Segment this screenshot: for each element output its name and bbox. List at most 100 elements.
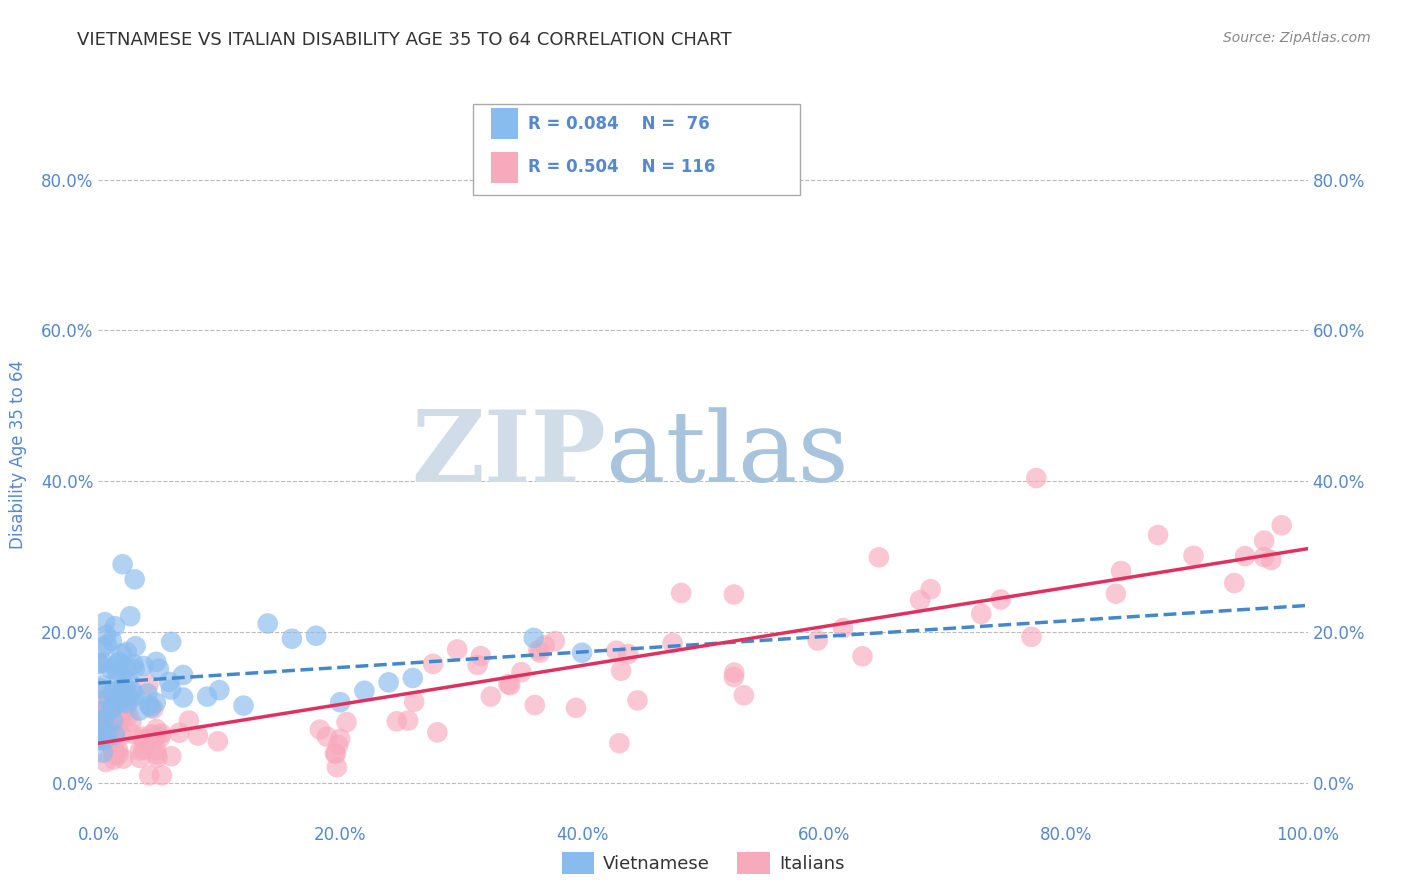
Point [396,714,419,728]
Point [169,725,191,739]
Point [141,727,163,741]
Point [149,731,172,745]
Point [150,768,173,782]
Point [157,674,180,689]
Point [605,644,627,658]
Point [1253,550,1275,565]
Point [89,657,111,672]
Point [94,615,117,630]
Text: Source: ZipAtlas.com: Source: ZipAtlas.com [1223,31,1371,45]
Point [723,587,745,601]
Point [101,743,124,757]
Point [105,722,128,736]
Point [868,550,890,565]
Point [1147,528,1170,542]
Point [107,714,129,729]
Point [111,689,134,703]
Point [96,727,118,741]
Point [908,593,931,607]
Point [110,681,132,695]
Point [115,661,138,675]
Point [107,713,129,727]
Point [91,727,114,741]
Bar [492,153,517,183]
Point [305,629,328,643]
Point [807,633,830,648]
Point [107,743,129,757]
Point [1223,576,1246,591]
Point [101,633,124,648]
Point [256,616,278,631]
Point [134,738,156,752]
Point [1234,549,1257,563]
Point [117,708,139,723]
Point [115,645,138,659]
Point [498,677,520,691]
Point [111,558,134,572]
Point [990,592,1012,607]
Point [970,607,993,621]
Point [446,642,468,657]
Point [160,635,183,649]
Point [104,710,127,724]
Point [146,750,169,764]
Point [103,691,125,706]
Point [733,688,755,702]
Point [479,690,502,704]
Point [1271,518,1294,533]
Point [402,671,425,685]
Point [207,734,229,748]
Point [523,698,546,712]
Point [97,691,120,706]
Point [172,668,194,682]
Point [326,738,349,752]
Bar [492,108,517,139]
Point [1109,564,1132,578]
Point [136,678,159,692]
Point [89,656,111,670]
Point [325,747,347,761]
Point [101,714,124,728]
Point [111,728,134,742]
Point [89,722,111,736]
Point [510,665,533,680]
Point [145,747,167,762]
Point [467,658,489,673]
Point [132,659,155,673]
Point [148,662,170,676]
Point [103,752,125,766]
Point [115,696,138,710]
Text: VIETNAMESE VS ITALIAN DISABILITY AGE 35 TO 64 CORRELATION CHART: VIETNAMESE VS ITALIAN DISABILITY AGE 35 … [77,31,733,49]
Point [316,730,339,744]
Text: atlas: atlas [606,407,849,503]
Point [404,695,426,709]
Point [93,731,115,745]
Point [160,682,183,697]
Point [571,646,593,660]
Point [101,699,124,714]
Point [544,634,567,648]
Point [96,714,118,728]
Point [129,743,152,757]
Point [145,722,167,736]
Point [110,712,132,726]
Point [131,730,153,744]
Point [105,666,128,681]
Point [121,727,143,741]
Point [470,649,492,664]
Point [1182,549,1205,563]
Point [160,749,183,764]
Point [89,725,111,739]
Point [145,743,167,757]
Point [117,689,139,703]
Point [98,736,121,750]
Point [112,683,135,698]
Point [89,733,111,747]
Point [723,665,745,680]
Point [100,662,122,676]
Point [110,686,132,700]
Point [377,675,399,690]
Point [108,714,131,728]
Point [91,746,114,760]
Text: R = 0.084    N =  76: R = 0.084 N = 76 [527,114,710,133]
